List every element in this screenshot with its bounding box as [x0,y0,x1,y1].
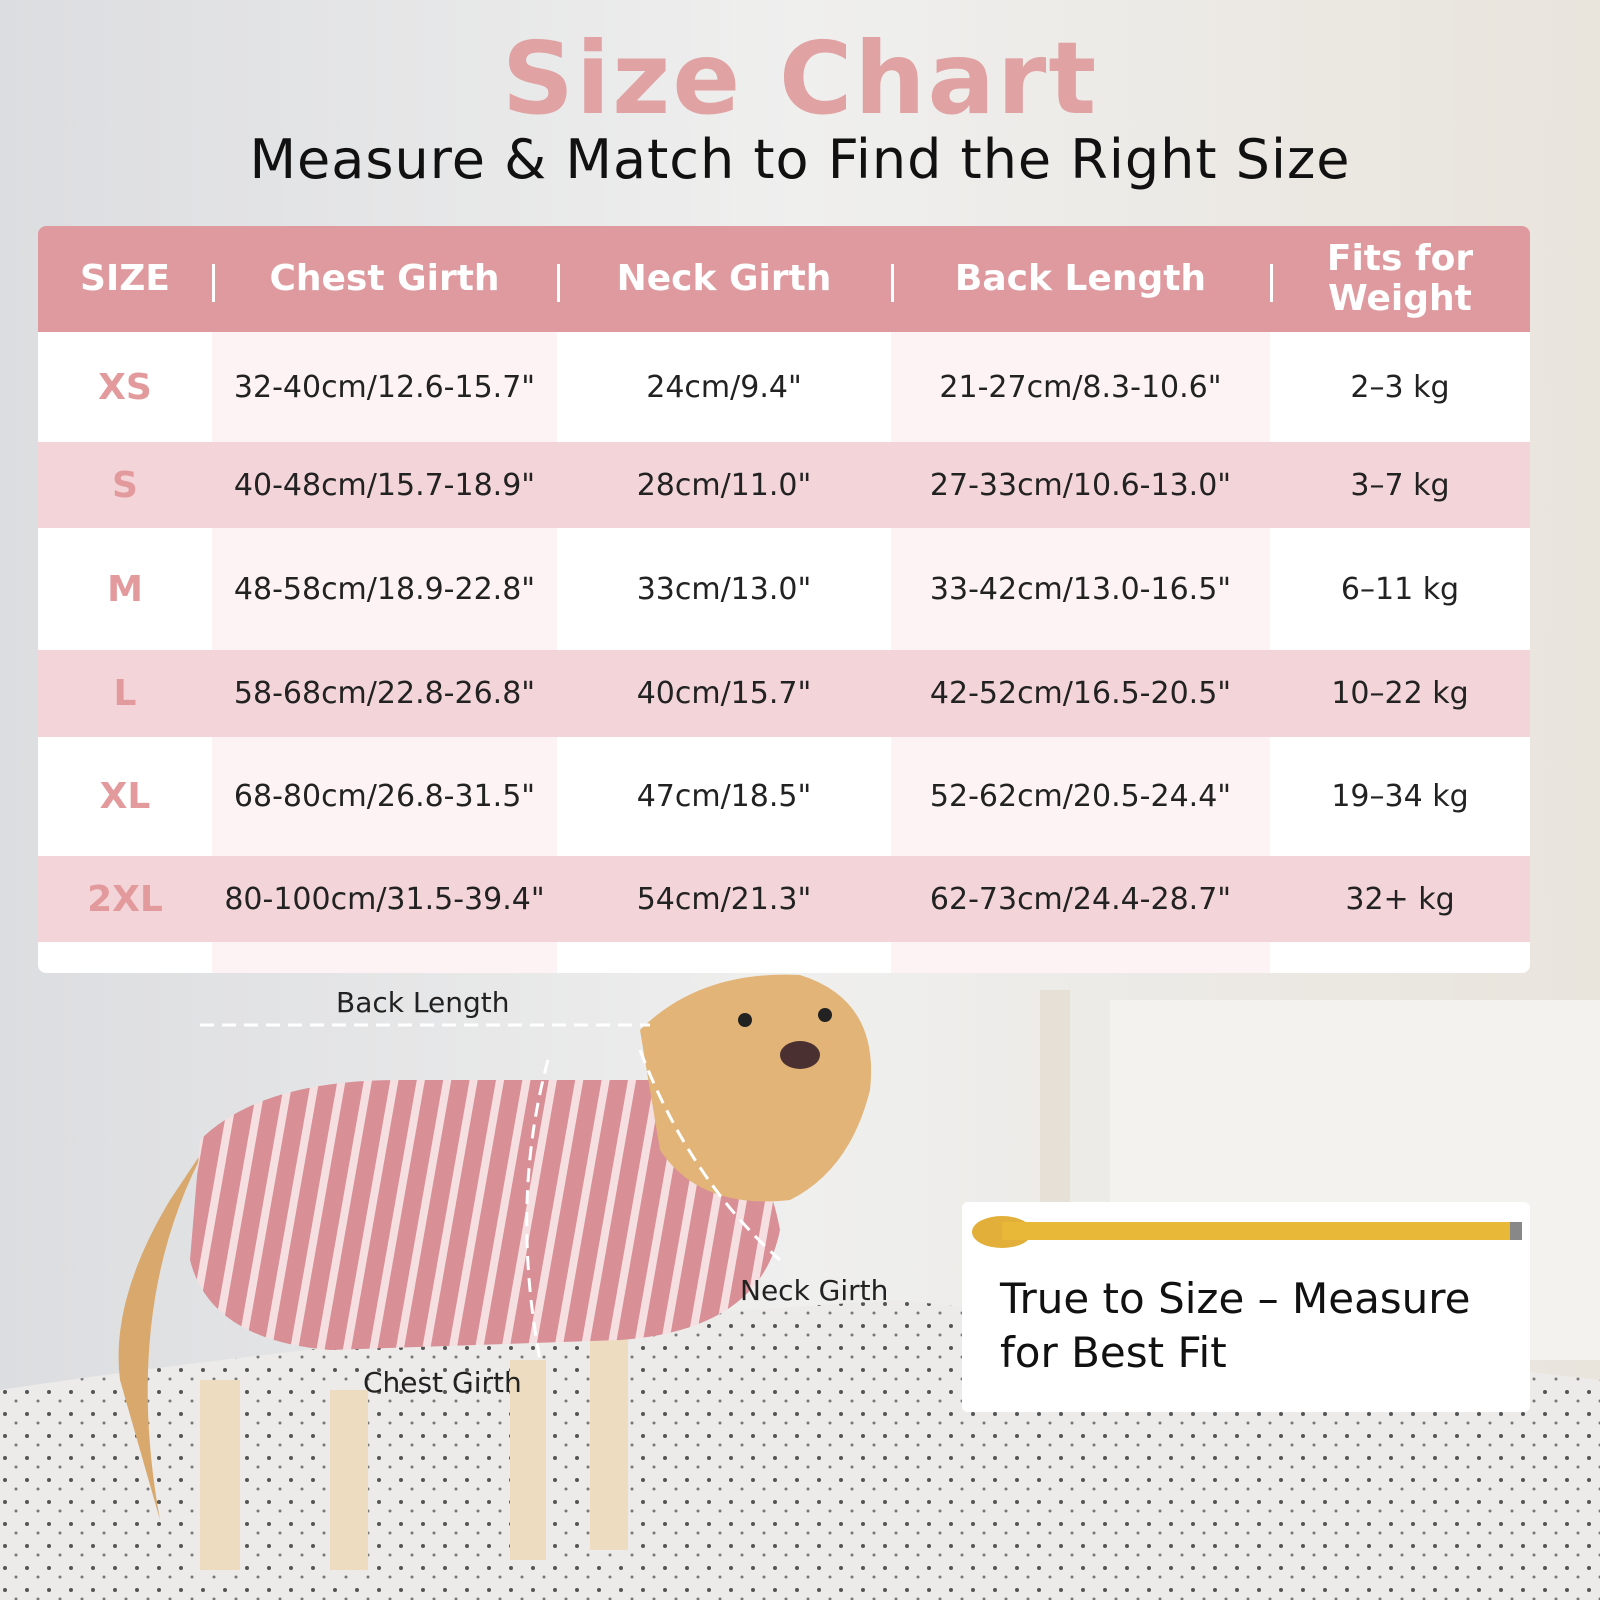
padding-cell [557,942,891,973]
table-row: M 48-58cm/18.9-22.8" 33cm/13.0" 33-42cm/13.… [38,528,1530,650]
cell-value: 58-68cm/22.8-26.8" [233,676,536,711]
cell-value: 3–7 kg [1350,467,1450,503]
cell-value: 48-58cm/18.9-22.8" [212,528,557,650]
cell-value: 42-52cm/16.5-20.5" [929,676,1232,711]
cell-value: 40-48cm/15.7-18.9" [233,467,536,503]
separator [212,264,215,302]
cell-value: 62-73cm/24.4-28.7" [929,881,1232,917]
padding-cell [891,942,1270,973]
cell-value: 2–3 kg [1350,369,1450,405]
column-header: Fits for Weight [1326,238,1474,319]
header-row: SIZE Chest Girth Neck Girth Back Length Fits… [38,226,1530,332]
cell-value: 19–34 kg [1331,779,1469,814]
chest-girth-label: Chest Girth [363,1366,522,1399]
padding-cell [1270,942,1530,973]
padding-cell [38,942,212,973]
title: Size Chart [501,20,1099,137]
callout-text: True to Size – Measure for Best Fit [1000,1274,1471,1377]
cell-value: 33-42cm/13.0-16.5" [891,528,1270,650]
cell-value: 32+ kg [1345,881,1455,917]
size-table: SIZE Chest Girth Neck Girth Back Length Fits… [38,226,1530,973]
size-label: XL [99,776,151,817]
cell-value: 40cm/15.7" [636,676,812,711]
cell-value: 68-80cm/26.8-31.5" [212,737,557,856]
table-padding [38,942,1530,973]
cell-value: 10–22 kg [1331,676,1469,711]
cell-value: 24cm/9.4" [646,369,802,405]
table-row: L 58-68cm/22.8-26.8" 40cm/15.7" 42-52cm/16.… [38,650,1530,737]
column-header: Back Length [954,258,1207,299]
cell-value: 80-100cm/31.5-39.4" [224,881,545,917]
cell-value: 32-40cm/12.6-15.7" [212,332,557,442]
padding-cell [212,942,557,973]
cell-value: 6–11 kg [1340,571,1460,607]
table-row: 2XL 80-100cm/31.5-39.4" 54cm/21.3" 62-73cm/… [38,856,1530,942]
column-header: SIZE [79,258,171,299]
cell-value: 47cm/18.5" [636,779,812,814]
size-label: L [113,673,137,714]
back-length-label: Back Length [336,986,510,1019]
neck-girth-label: Neck Girth [740,1274,889,1307]
table-row: XS 32-40cm/12.6-15.7" 24cm/9.4" 21-27cm/8.3… [38,332,1530,442]
subtitle: Measure & Match to Find the Right Size [249,128,1351,191]
size-label: XS [98,366,152,408]
cell-value: 33cm/13.0" [636,571,812,607]
size-label: M [107,568,143,610]
table-row: S 40-48cm/15.7-18.9" 28cm/11.0" 27-33cm/10.… [38,442,1530,528]
size-label: S [112,464,138,506]
column-header: Neck Girth [616,258,832,299]
separator [557,264,560,302]
separator [1270,264,1273,302]
size-label: 2XL [87,878,163,920]
cell-value: 54cm/21.3" [636,881,812,917]
cell-value: 52-62cm/20.5-24.4" [891,737,1270,856]
cell-value: 21-27cm/8.3-10.6" [891,332,1270,442]
callout: True to Size – Measure for Best Fit [962,1202,1530,1412]
cell-value: 27-33cm/10.6-13.0" [929,467,1232,503]
cell-value: 28cm/11.0" [636,467,812,503]
table-row: XL 68-80cm/26.8-31.5" 47cm/18.5" 52-62cm/20… [38,737,1530,856]
separator [891,264,894,302]
column-header: Chest Girth [269,258,500,299]
tape-icon [972,1216,1522,1248]
